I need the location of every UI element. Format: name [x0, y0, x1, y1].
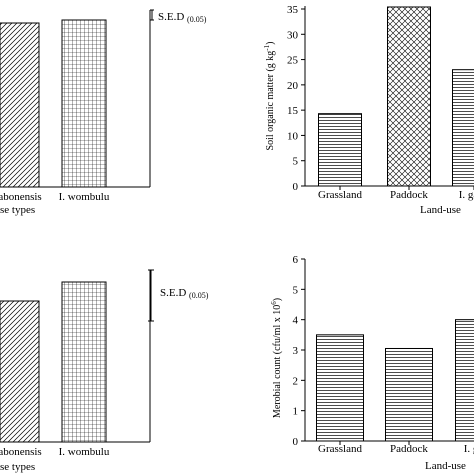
y-tick-label: 20	[287, 80, 299, 92]
y-tick-label: 30	[287, 29, 299, 41]
bar	[387, 6, 431, 187]
bar	[455, 319, 474, 442]
y-tick-label: 5	[293, 156, 299, 168]
y-tick-label: 0	[293, 181, 299, 193]
bar-abonensis	[0, 22, 40, 188]
y-tick-label: 5	[293, 284, 299, 296]
sed-error-bar	[148, 269, 154, 322]
tick-label: I. wombulu	[59, 191, 110, 203]
y-axis-title: Soil organic matter (g kg-1)	[263, 42, 276, 151]
chart-panel-top-left: S.E.D (0.05) abonensis I. wombulu se typ…	[0, 9, 207, 216]
x-tick-label: Grassland	[318, 189, 362, 201]
x-axis-title: se types	[0, 461, 35, 473]
y-tick-label: 1	[293, 406, 299, 418]
x-axis-title: se types	[0, 204, 35, 216]
bar-wombulu	[61, 281, 107, 443]
y-tick-label: 10	[287, 130, 299, 142]
x-axis-title: Land-use	[420, 204, 461, 216]
sed-error-bar	[150, 9, 154, 21]
y-tick-label: 15	[287, 105, 299, 117]
chart-panel-bottom-left: S.E.D (0.05) abonensis I. wombulu se typ…	[0, 269, 209, 473]
sed-label: S.E.D (0.05)	[158, 11, 207, 24]
y-tick-label: 0	[293, 436, 299, 448]
bar	[318, 113, 362, 187]
y-tick-label: 35	[287, 4, 299, 16]
y-tick-label: 6	[293, 254, 299, 266]
tick-label: abonensis	[0, 191, 42, 203]
y-tick-label: 3	[293, 345, 299, 357]
x-axis-title: Land-use	[425, 460, 466, 472]
tick-label: I. wombulu	[59, 446, 110, 458]
y-tick-label: 25	[287, 55, 299, 67]
chart-panel-top-right: 0 5 10 15 20 25 30 35 Grassland Paddock I. gabo S…	[263, 4, 474, 216]
bar	[385, 347, 433, 442]
x-tick-label: I. gabo	[464, 443, 474, 455]
bar-wombulu	[61, 19, 107, 188]
bar-abonensis	[0, 300, 40, 443]
tick-label: abonensis	[0, 446, 42, 458]
y-tick-label: 4	[293, 315, 299, 327]
x-tick-label: I. gabo	[459, 189, 474, 201]
x-tick-label: Grassland	[318, 443, 362, 455]
y-tick-label: 2	[293, 375, 299, 387]
y-axis-title: Merobial count (cfu/ml x 106)	[270, 298, 283, 418]
sed-label: S.E.D (0.05)	[160, 287, 209, 300]
bar	[316, 334, 364, 442]
x-tick-label: Paddock	[390, 189, 428, 201]
x-tick-label: Paddock	[390, 443, 428, 455]
bar	[452, 69, 474, 187]
chart-panel-bottom-right: 0 1 2 3 4 5 6 Grassland Paddock I. gabo Merobial…	[270, 254, 474, 472]
